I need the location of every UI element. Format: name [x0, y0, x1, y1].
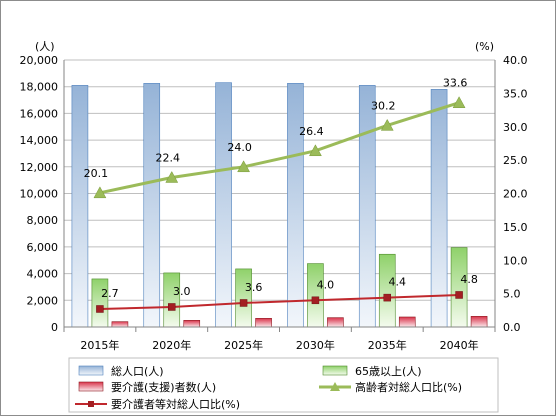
y-left-tick-label: 16,000 [20, 107, 59, 120]
data-label-elderly-ratio: 24.0 [227, 141, 252, 154]
legend-item-1-swatch [78, 365, 104, 376]
bar-series-1 [215, 82, 232, 328]
data-label-elderly-ratio: 22.4 [156, 151, 181, 164]
x-tick-label: 2015年 [80, 338, 119, 352]
y-left-unit: (人) [35, 40, 55, 53]
y-right-tick-label: 35.0 [503, 87, 528, 100]
legend-item-1-label: 総人口(人) [111, 364, 164, 378]
bar-series-2 [450, 247, 468, 328]
marker-elderly-ratio [237, 160, 251, 173]
y-right-tick-label: 25.0 [503, 154, 528, 167]
legend-item-5-swatch-marker [88, 401, 94, 407]
data-label-care-ratio: 4.4 [389, 276, 407, 289]
marker-elderly-ratio [380, 118, 394, 131]
legend-item-3-label: 要介護(支援)者数(人) [111, 380, 216, 394]
bar-series-1 [143, 83, 161, 328]
x-tick-label: 2035年 [368, 338, 407, 352]
x-tick-label: 2040年 [440, 338, 479, 352]
bar-layer [71, 82, 488, 328]
marker-care-ratio [311, 296, 320, 305]
marker-elderly-ratio [93, 186, 107, 199]
y-right-tick-label: 5.0 [503, 288, 521, 301]
legend-item-3-swatch [78, 381, 104, 392]
y-right-unit: (%) [475, 40, 494, 53]
data-label-care-ratio: 3.0 [173, 285, 191, 298]
bar-series-3 [255, 318, 272, 328]
bar-series-2 [378, 253, 396, 328]
line-care-ratio [99, 293, 460, 310]
legend-layer: 総人口(人) 65歳以上(人) 要介護(支援)者数(人) 高齢者対総人口比(%) 要介護… [68, 357, 499, 413]
marker-elderly-ratio [308, 144, 322, 157]
data-label-care-ratio: 4.0 [317, 278, 335, 291]
bar-series-3 [111, 321, 129, 328]
bar-series-3 [470, 316, 488, 328]
data-label-elderly-ratio: 30.2 [371, 99, 396, 112]
x-tick-label: 2025年 [224, 338, 263, 352]
y-right-tick-label: 0.0 [503, 321, 521, 334]
data-label-elderly-ratio: 26.4 [299, 125, 324, 138]
label-layer: 20.1 22.4 24.0 26.4 30.2 33.6 2.7 3.0 3.6 4.0 4.4 4… [84, 77, 478, 300]
data-label-care-ratio: 4.8 [460, 273, 478, 286]
marker-care-ratio [96, 305, 104, 313]
axis-layer: 2015年 2020年 2025年 2030年 2035年 2040年 [63, 60, 496, 352]
data-label-elderly-ratio: 33.6 [443, 77, 468, 90]
y-right-tick-label: 20.0 [503, 188, 528, 201]
legend-item-4-swatch-marker [330, 382, 340, 391]
data-label-care-ratio: 3.6 [245, 281, 263, 294]
bar-series-2 [163, 272, 181, 328]
bar-series-3 [183, 320, 201, 328]
y-left-tick-label: 0 [51, 321, 58, 334]
y-left-tick-label: 20,000 [20, 54, 59, 67]
y-left-tick-label: 14,000 [20, 134, 59, 147]
marker-care-ratio [168, 303, 176, 311]
legend-item-2-label: 65歳以上(人) [355, 365, 422, 378]
data-label-care-ratio: 2.7 [101, 287, 119, 300]
y-left-tick-label: 6,000 [27, 241, 59, 254]
y-right-tick-label: 15.0 [503, 221, 528, 234]
marker-elderly-ratio [165, 170, 179, 183]
x-tick-label: 2030年 [296, 338, 335, 352]
x-tick-label: 2020年 [152, 338, 191, 352]
bar-series-1 [71, 85, 89, 328]
legend-item-5-label: 要介護者等対総人口比(%) [111, 397, 240, 411]
data-label-elderly-ratio: 20.1 [84, 167, 109, 180]
bar-series-2 [307, 263, 324, 328]
y-left-tick-label: 18,000 [20, 81, 59, 94]
y-left-tick-label: 12,000 [20, 161, 59, 174]
y-right-tick-label: 40.0 [503, 54, 528, 67]
legend-item-4-label: 高齢者対総人口比(%) [355, 380, 462, 394]
marker-elderly-ratio [452, 96, 466, 108]
y-right-tick-label: 30.0 [503, 121, 528, 134]
legend-box [68, 357, 499, 413]
line-layer [93, 96, 466, 313]
legend-item-2-swatch [322, 365, 348, 376]
y-right-tick-label: 10.0 [503, 254, 528, 267]
line-elderly-ratio [99, 101, 460, 195]
bar-series-3 [398, 316, 416, 328]
bar-series-1 [430, 89, 448, 328]
y-left-tick-label: 4,000 [27, 268, 59, 281]
bar-series-2 [235, 268, 252, 328]
marker-care-ratio [455, 291, 463, 299]
marker-care-ratio [239, 299, 248, 307]
y-left-tick-label: 8,000 [27, 214, 59, 227]
bar-series-1 [358, 85, 376, 328]
marker-care-ratio [383, 293, 391, 302]
bar-series-3 [327, 317, 344, 328]
grid-layer: 0 2,000 4,000 6,000 8,000 10,000 12,000 14,000 1… [20, 40, 528, 334]
y-left-tick-label: 10,000 [20, 188, 59, 201]
y-left-tick-label: 2,000 [27, 294, 59, 307]
bar-series-1 [287, 83, 304, 328]
